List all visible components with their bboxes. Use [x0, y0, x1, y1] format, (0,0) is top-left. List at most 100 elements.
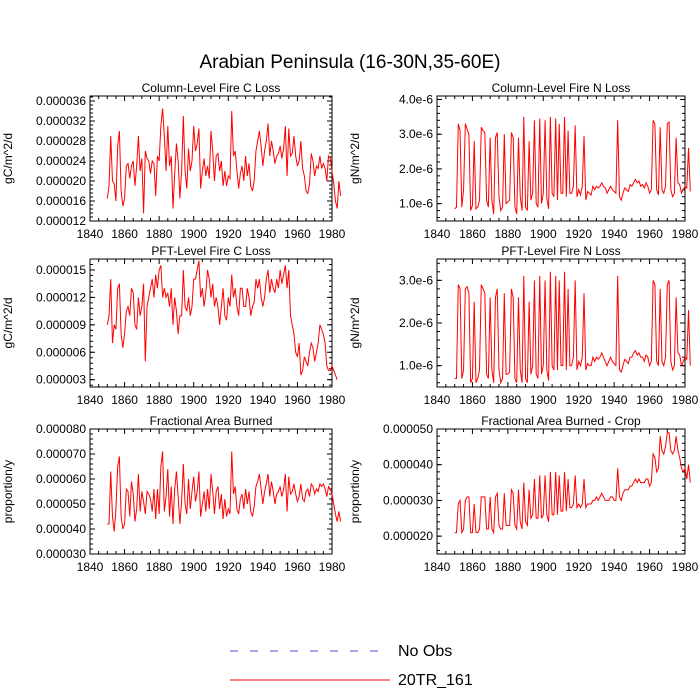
x-tick-label: 1920 [565, 560, 592, 574]
x-tick-label: 1900 [530, 560, 557, 574]
y-tick-label: 0.000020 [36, 174, 86, 188]
x-tick-label: 1980 [672, 393, 699, 407]
y-tick-label: 0.000016 [36, 194, 86, 208]
y-tick-label: 1.0e-6 [399, 359, 433, 373]
y-tick-label: 0.000012 [36, 290, 86, 304]
x-tick-label: 1840 [77, 560, 104, 574]
y-tick-label: 0.000015 [36, 263, 86, 277]
y-axis-label: gC/m^2/d [1, 298, 15, 349]
x-tick-label: 1920 [565, 227, 592, 241]
y-axis-label: proportion/y [1, 460, 15, 523]
y-tick-label: 0.000030 [36, 547, 86, 561]
x-tick-label: 1860 [111, 393, 138, 407]
x-tick-label: 1880 [495, 393, 522, 407]
x-tick-label: 1880 [495, 227, 522, 241]
y-tick-label: 0.000080 [36, 422, 86, 436]
x-tick-label: 1880 [146, 560, 173, 574]
y-tick-label: 0.000020 [383, 529, 433, 543]
y-axis-label: gC/m^2/d [1, 133, 15, 184]
panel-pft-level-fire-c-loss: PFT-Level Fire C Loss gC/m^2/d 1840 1860 188… [1, 244, 346, 407]
x-tick-label: 1920 [215, 560, 242, 574]
panel-title: Column-Level Fire C Loss [142, 81, 281, 95]
x-tick-label: 1900 [180, 560, 207, 574]
x-tick-label: 1980 [319, 393, 346, 407]
x-tick-label: 1860 [459, 227, 486, 241]
panels: Column-Level Fire C Loss gC/m^2/d 1840 1860… [1, 81, 699, 574]
x-tick-label: 1940 [601, 393, 628, 407]
x-tick-label: 1980 [672, 560, 699, 574]
panel-title: Column-Level Fire N Loss [492, 81, 631, 95]
x-tick-label: 1980 [319, 227, 346, 241]
x-tick-label: 1960 [636, 227, 663, 241]
y-tick-label: 0.000032 [36, 114, 86, 128]
y-tick-label: 2.0e-6 [399, 162, 433, 176]
x-tick-label: 1940 [250, 393, 277, 407]
x-tick-label: 1980 [672, 227, 699, 241]
panel-title: Fractional Area Burned - Crop [481, 414, 641, 428]
y-tick-label: 0.000012 [36, 214, 86, 228]
x-tick-label: 1960 [636, 560, 663, 574]
series-line-20tr-161 [107, 451, 342, 532]
y-tick-label: 0.000060 [36, 472, 86, 486]
x-tick-label: 1880 [146, 227, 173, 241]
panel-column-level-fire-c-loss: Column-Level Fire C Loss gC/m^2/d 1840 1860… [1, 81, 346, 241]
figure-title: Arabian Peninsula (16-30N,35-60E) [199, 52, 500, 73]
x-tick-label: 1860 [111, 227, 138, 241]
y-tick-label: 0.000024 [36, 154, 86, 168]
y-tick-label: 1.0e-6 [399, 197, 433, 211]
x-tick-label: 1860 [111, 560, 138, 574]
y-tick-label: 0.000003 [36, 373, 86, 387]
plot-frame [89, 258, 333, 388]
y-tick-label: 0.000050 [383, 422, 433, 436]
series-line-20tr-161 [106, 260, 338, 380]
y-tick-label: 0.000040 [36, 522, 86, 536]
panel-title: PFT-Level Fire N Loss [501, 244, 620, 258]
x-tick-label: 1940 [250, 560, 277, 574]
x-tick-label: 1900 [530, 393, 557, 407]
series-line-20tr-161 [454, 432, 691, 535]
y-tick-label: 3.0e-6 [399, 273, 433, 287]
legend-label-20tr-161: 20TR_161 [398, 672, 473, 689]
x-tick-label: 1960 [284, 393, 311, 407]
x-tick-label: 1940 [601, 227, 628, 241]
series-line-20tr-161 [454, 116, 691, 215]
y-tick-label: 4.0e-6 [399, 92, 433, 106]
x-tick-label: 1880 [495, 560, 522, 574]
x-tick-label: 1900 [530, 227, 557, 241]
y-tick-label: 0.000006 [36, 345, 86, 359]
x-tick-label: 1860 [459, 560, 486, 574]
y-tick-label: 0.000030 [383, 493, 433, 507]
y-tick-label: 0.000028 [36, 134, 86, 148]
series-line-20tr-161 [106, 108, 342, 214]
x-tick-label: 1960 [636, 393, 663, 407]
y-tick-label: 0.000009 [36, 318, 86, 332]
y-axis-label: gN/m^2/d [348, 298, 362, 349]
series-line-20tr-161 [454, 271, 691, 385]
panel-column-level-fire-n-loss: Column-Level Fire N Loss gN/m^2/d 1840 1860… [348, 81, 699, 241]
x-tick-label: 1840 [424, 227, 451, 241]
x-tick-label: 1920 [215, 393, 242, 407]
y-tick-label: 0.000040 [383, 458, 433, 472]
x-tick-label: 1840 [77, 227, 104, 241]
y-axis-label: proportion/y [348, 460, 362, 523]
x-tick-label: 1840 [424, 560, 451, 574]
x-tick-label: 1980 [319, 560, 346, 574]
panel-title: Fractional Area Burned [150, 414, 273, 428]
x-tick-label: 1860 [459, 393, 486, 407]
legend-label-no-obs: No Obs [398, 643, 452, 660]
y-tick-label: 0.000050 [36, 497, 86, 511]
x-tick-label: 1960 [284, 560, 311, 574]
y-tick-label: 0.000036 [36, 94, 86, 108]
x-tick-label: 1920 [215, 227, 242, 241]
x-tick-label: 1900 [180, 227, 207, 241]
y-tick-label: 3.0e-6 [399, 127, 433, 141]
x-tick-label: 1840 [424, 393, 451, 407]
y-axis-label: gN/m^2/d [348, 133, 362, 184]
panel-fractional-area-burned: Fractional Area Burned proportion/y 1840 18… [1, 414, 346, 574]
x-tick-label: 1960 [284, 227, 311, 241]
x-tick-label: 1940 [601, 560, 628, 574]
plot-frame [436, 428, 686, 555]
x-tick-label: 1940 [250, 227, 277, 241]
y-tick-label: 2.0e-6 [399, 316, 433, 330]
